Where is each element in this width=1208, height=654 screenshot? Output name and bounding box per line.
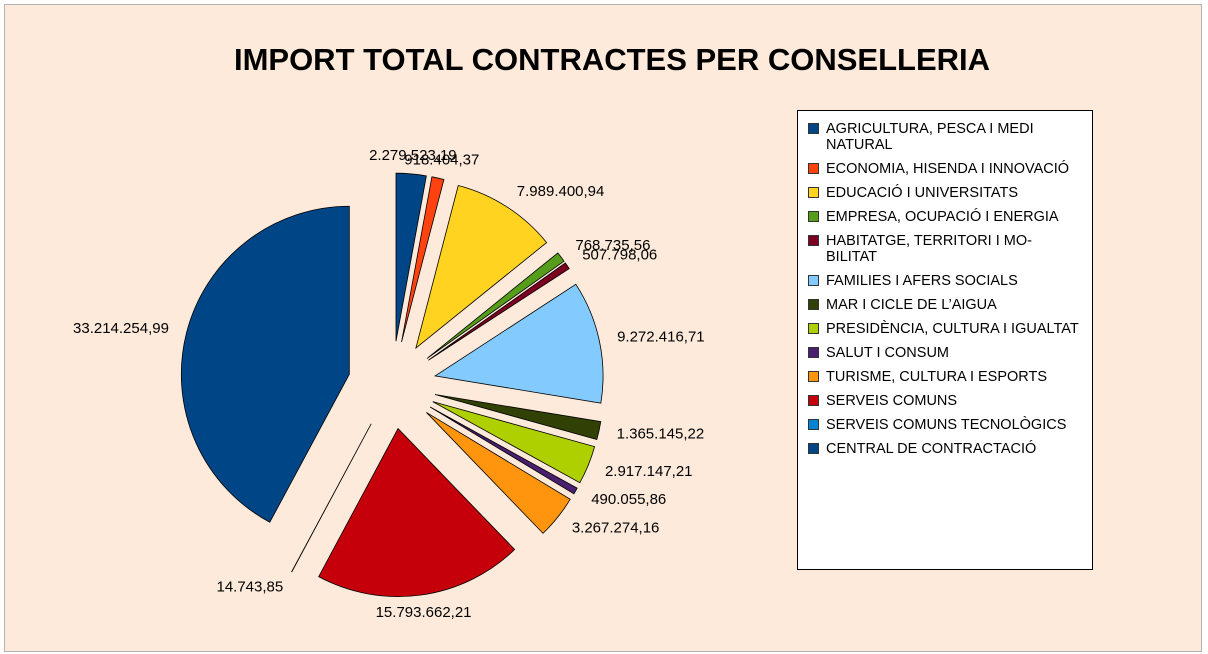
pie-slice (318, 427, 516, 597)
data-label: 7.989.400,94 (517, 183, 605, 200)
legend-item: SALUT I CONSUM (808, 345, 1084, 361)
legend-label: EDUCACIÓ I UNIVERSITATS (826, 185, 1019, 201)
data-label: 3.267.274,16 (572, 519, 660, 536)
data-label: 490.055,86 (591, 491, 666, 508)
data-label: 768.735,56 (575, 237, 650, 254)
pie-slice (395, 172, 427, 342)
pie-slice (432, 401, 596, 484)
legend-swatch (808, 299, 819, 310)
legend-label: EMPRESA, OCUPACIÓ I ENERGIA (826, 209, 1059, 225)
legend-item: ECONOMIA, HISENDA I INNOVACIÓ (808, 161, 1084, 177)
pie-slice (433, 283, 604, 404)
data-label: 14.743,85 (216, 579, 283, 596)
legend-item: TURISME, CULTURA I ESPORTS (808, 369, 1084, 385)
legend-label: ECONOMIA, HISENDA I INNOVACIÓ (826, 161, 1070, 177)
legend-swatch (808, 347, 819, 358)
legend-swatch (808, 211, 819, 222)
legend-item: EDUCACIÓ I UNIVERSITATS (808, 185, 1084, 201)
legend-label: HABITATGE, TERRITORI I MO-BILITAT (826, 233, 1032, 265)
data-label: 33.214.254,99 (73, 320, 169, 337)
legend-swatch (808, 443, 819, 454)
legend-label: AGRICULTURA, PESCA I MEDI NATURAL (826, 121, 1034, 153)
legend-label: CENTRAL DE CONTRACTACIÓ (826, 441, 1037, 457)
legend-item: SERVEIS COMUNS (808, 393, 1084, 409)
pie-slice (401, 176, 445, 343)
legend-item: MAR I CICLE DE L’AIGUA (808, 297, 1084, 313)
data-label: 2.917.147,21 (605, 463, 693, 480)
legend-swatch (808, 163, 819, 174)
legend-label: MAR I CICLE DE L’AIGUA (826, 297, 997, 313)
legend-item: FAMILIES I AFERS SOCIALS (808, 273, 1084, 289)
data-label: 1.365.145,22 (617, 425, 705, 442)
legend-swatch (808, 187, 819, 198)
data-label: 507.798,06 (582, 247, 657, 264)
legend-swatch (808, 371, 819, 382)
legend-label: SERVEIS COMUNS TECNOLÒGICS (826, 417, 1067, 433)
legend-swatch (808, 395, 819, 406)
legend-item: EMPRESA, OCUPACIÓ I ENERGIA (808, 209, 1084, 225)
legend-label: TURISME, CULTURA I ESPORTS (826, 369, 1048, 385)
legend-label: PRESIDÈNCIA, CULTURA I IGUALTAT (826, 321, 1079, 337)
pie-slice (434, 394, 602, 440)
legend-label: FAMILIES I AFERS SOCIALS (826, 273, 1018, 289)
legend-item: HABITATGE, TERRITORI I MO-BILITAT (808, 233, 1084, 265)
legend-item: SERVEIS COMUNS TECNOLÒGICS (808, 417, 1084, 433)
pie-slice (428, 262, 570, 361)
legend-item: CENTRAL DE CONTRACTACIÓ (808, 441, 1084, 457)
legend-label: SALUT I CONSUM (826, 345, 950, 361)
data-label: 918.404,37 (404, 151, 479, 168)
chart-title: IMPORT TOTAL CONTRACTES PER CONSELLERIA (234, 42, 990, 77)
pie-slice (426, 412, 571, 534)
data-label: 15.793.662,21 (376, 604, 472, 621)
pie-slice (429, 406, 578, 495)
data-label: 9.272.416,71 (617, 329, 705, 346)
data-label: 2.279.523,19 (369, 147, 457, 164)
legend-swatch (808, 275, 819, 286)
legend-item: AGRICULTURA, PESCA I MEDI NATURAL (808, 121, 1084, 153)
legend-swatch (808, 323, 819, 334)
pie-slice (180, 205, 350, 523)
legend: AGRICULTURA, PESCA I MEDI NATURAL ECONOMI… (797, 110, 1093, 570)
legend-swatch (808, 419, 819, 430)
legend-label: SERVEIS COMUNS (826, 393, 958, 409)
legend-item: PRESIDÈNCIA, CULTURA I IGUALTAT (808, 321, 1084, 337)
legend-swatch (808, 235, 819, 246)
legend-swatch (808, 123, 819, 134)
pie-slice (426, 252, 565, 359)
pie-slice (291, 423, 372, 573)
pie-slice (415, 184, 548, 350)
